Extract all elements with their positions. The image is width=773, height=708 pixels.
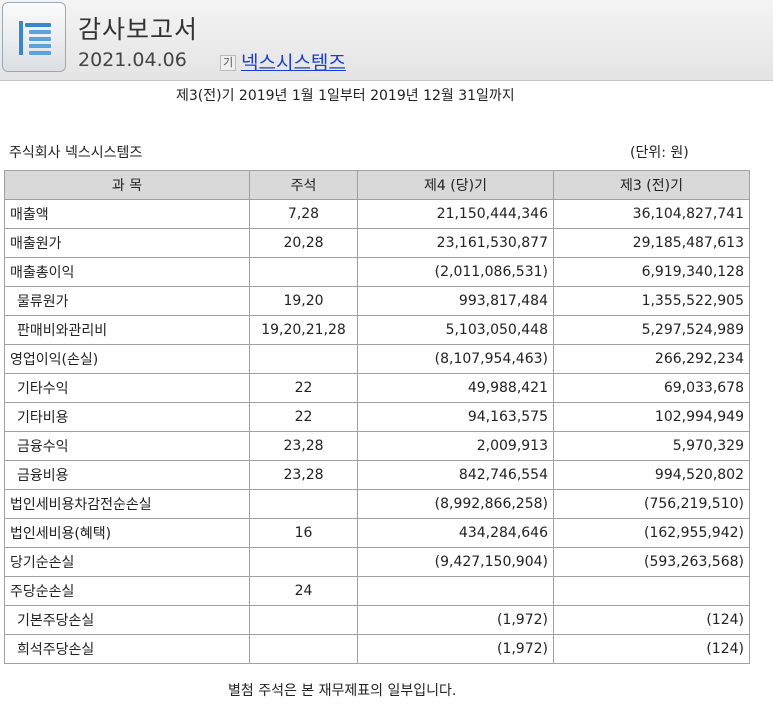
row-prior: 6,919,340,128: [553, 257, 750, 287]
row-note: 7,28: [249, 199, 358, 229]
row-item: 법인세비용차감전순손실: [4, 489, 250, 519]
table-row: 주당순손실 24: [4, 576, 750, 606]
fiscal-period: 제3(전)기 2019년 1월 1일부터 2019년 12월 31일까지: [176, 88, 515, 104]
row-prior: 1,355,522,905: [553, 286, 750, 316]
row-item: 법인세비용(혜택): [4, 518, 250, 548]
table-row: 판매비와관리비 19,20,21,28 5,103,050,448 5,297,524…: [4, 315, 750, 345]
row-item: 매출총이익: [4, 257, 250, 287]
row-note: [249, 547, 358, 577]
row-prior: (162,955,942): [553, 518, 750, 548]
row-current: 842,746,554: [357, 460, 554, 490]
report-title: 감사보고서: [78, 15, 199, 44]
row-current: 993,817,484: [357, 286, 554, 316]
row-prior: 69,033,678: [553, 373, 750, 403]
row-note: [249, 605, 358, 635]
table-row: 영업이익(손실) (8,107,954,463) 266,292,234: [4, 344, 750, 374]
row-item: 판매비와관리비: [4, 315, 250, 345]
row-note: 23,28: [249, 431, 358, 461]
row-item: 기본주당손실: [4, 605, 250, 635]
table-row: 기타수익 22 49,988,421 69,033,678: [4, 373, 750, 403]
row-item: 금융수익: [4, 431, 250, 461]
row-current: (8,107,954,463): [357, 344, 554, 374]
entity-name: 주식회사 넥스시스템즈: [9, 145, 143, 161]
table-row: 기본주당손실 (1,972) (124): [4, 605, 750, 635]
row-note: 19,20: [249, 286, 358, 316]
table-row: 금융비용 23,28 842,746,554 994,520,802: [4, 460, 750, 490]
row-item: 금융비용: [4, 460, 250, 490]
table-row: 금융수익 23,28 2,009,913 5,970,329: [4, 431, 750, 461]
row-prior: 36,104,827,741: [553, 199, 750, 229]
column-header-current: 제4 (당)기: [357, 170, 554, 200]
row-current: 21,150,444,346: [357, 199, 554, 229]
company-link[interactable]: 넥스시스템즈: [241, 52, 346, 74]
document-list-icon[interactable]: [2, 2, 66, 72]
row-item: 희석주당손실: [4, 634, 250, 664]
row-prior: 5,297,524,989: [553, 315, 750, 345]
row-current: (2,011,086,531): [357, 257, 554, 287]
column-header-note: 주석: [249, 170, 358, 200]
row-prior: 266,292,234: [553, 344, 750, 374]
row-current: 434,284,646: [357, 518, 554, 548]
row-prior: [553, 576, 750, 606]
table-row: 법인세비용(혜택) 16 434,284,646 (162,955,942): [4, 518, 750, 548]
table-row: 기타비용 22 94,163,575 102,994,949: [4, 402, 750, 432]
table-row: 매출총이익 (2,011,086,531) 6,919,340,128: [4, 257, 750, 287]
table-row: 매출액 7,28 21,150,444,346 36,104,827,741: [4, 199, 750, 229]
row-current: (1,972): [357, 605, 554, 635]
row-item: 당기순손실: [4, 547, 250, 577]
row-note: 22: [249, 373, 358, 403]
table-row: 물류원가 19,20 993,817,484 1,355,522,905: [4, 286, 750, 316]
row-note: 22: [249, 402, 358, 432]
row-note: [249, 634, 358, 664]
row-prior: (124): [553, 634, 750, 664]
currency-unit: (단위: 원): [630, 145, 689, 161]
row-prior: 994,520,802: [553, 460, 750, 490]
report-header: 감사보고서 2021.04.06 기 넥스시스템즈: [0, 0, 773, 81]
row-current: 49,988,421: [357, 373, 554, 403]
row-item: 기타비용: [4, 402, 250, 432]
income-statement-table: 과 목 주석 제4 (당)기 제3 (전)기 매출액 7,28 21,150,444…: [4, 170, 750, 664]
row-current: (8,992,866,258): [357, 489, 554, 519]
row-item: 매출원가: [4, 228, 250, 258]
row-item: 매출액: [4, 199, 250, 229]
table-header-row: 과 목 주석 제4 (당)기 제3 (전)기: [4, 170, 750, 200]
row-current: (9,427,150,904): [357, 547, 554, 577]
row-item: 주당순손실: [4, 576, 250, 606]
footer-note: 별첨 주석은 본 재무제표의 일부입니다.: [228, 683, 457, 699]
market-badge: 기: [220, 55, 236, 71]
row-note: 16: [249, 518, 358, 548]
row-current: 2,009,913: [357, 431, 554, 461]
row-item: 물류원가: [4, 286, 250, 316]
row-prior: 29,185,487,613: [553, 228, 750, 258]
table-row: 당기순손실 (9,427,150,904) (593,263,568): [4, 547, 750, 577]
table-row: 법인세비용차감전순손실 (8,992,866,258) (756,219,510): [4, 489, 750, 519]
row-item: 기타수익: [4, 373, 250, 403]
row-current: 94,163,575: [357, 402, 554, 432]
table-row: 희석주당손실 (1,972) (124): [4, 634, 750, 664]
table-row: 매출원가 20,28 23,161,530,877 29,185,487,613: [4, 228, 750, 258]
row-note: 19,20,21,28: [249, 315, 358, 345]
row-item: 영업이익(손실): [4, 344, 250, 374]
row-current: (1,972): [357, 634, 554, 664]
row-prior: (124): [553, 605, 750, 635]
row-prior: (756,219,510): [553, 489, 750, 519]
column-header-item: 과 목: [4, 170, 250, 200]
row-prior: 102,994,949: [553, 402, 750, 432]
row-note: 23,28: [249, 460, 358, 490]
column-header-prior: 제3 (전)기: [553, 170, 750, 200]
row-note: 20,28: [249, 228, 358, 258]
row-prior: 5,970,329: [553, 431, 750, 461]
report-date: 2021.04.06: [78, 49, 187, 71]
row-prior: (593,263,568): [553, 547, 750, 577]
row-note: [249, 489, 358, 519]
row-note: [249, 344, 358, 374]
row-current: 5,103,050,448: [357, 315, 554, 345]
row-current: [357, 576, 554, 606]
row-note: [249, 257, 358, 287]
row-current: 23,161,530,877: [357, 228, 554, 258]
row-note: 24: [249, 576, 358, 606]
